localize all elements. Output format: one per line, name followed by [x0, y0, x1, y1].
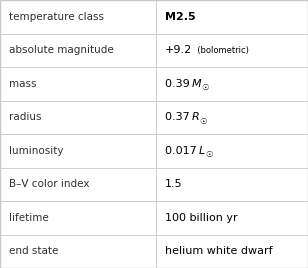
Text: lifetime: lifetime — [9, 213, 49, 223]
Text: 100 billion yr: 100 billion yr — [165, 213, 237, 223]
Text: L: L — [199, 146, 205, 156]
Text: ☉: ☉ — [205, 150, 213, 159]
Text: R: R — [192, 112, 200, 122]
Text: luminosity: luminosity — [9, 146, 64, 156]
Text: absolute magnitude: absolute magnitude — [9, 45, 114, 55]
Text: 0.39: 0.39 — [165, 79, 192, 89]
Text: 0.37: 0.37 — [165, 112, 192, 122]
Text: B–V color index: B–V color index — [9, 179, 90, 189]
Text: mass: mass — [9, 79, 37, 89]
Text: ☉: ☉ — [201, 83, 209, 92]
Text: +9.2: +9.2 — [165, 45, 192, 55]
Text: 0.017: 0.017 — [165, 146, 199, 156]
Text: (bolometric): (bolometric) — [192, 46, 249, 55]
Text: end state: end state — [9, 246, 59, 256]
Text: M2.5: M2.5 — [165, 12, 195, 22]
Text: radius: radius — [9, 112, 42, 122]
Text: M: M — [192, 79, 201, 89]
Text: ☉: ☉ — [200, 117, 207, 126]
Text: temperature class: temperature class — [9, 12, 104, 22]
Text: helium white dwarf: helium white dwarf — [165, 246, 272, 256]
Text: 1.5: 1.5 — [165, 179, 182, 189]
